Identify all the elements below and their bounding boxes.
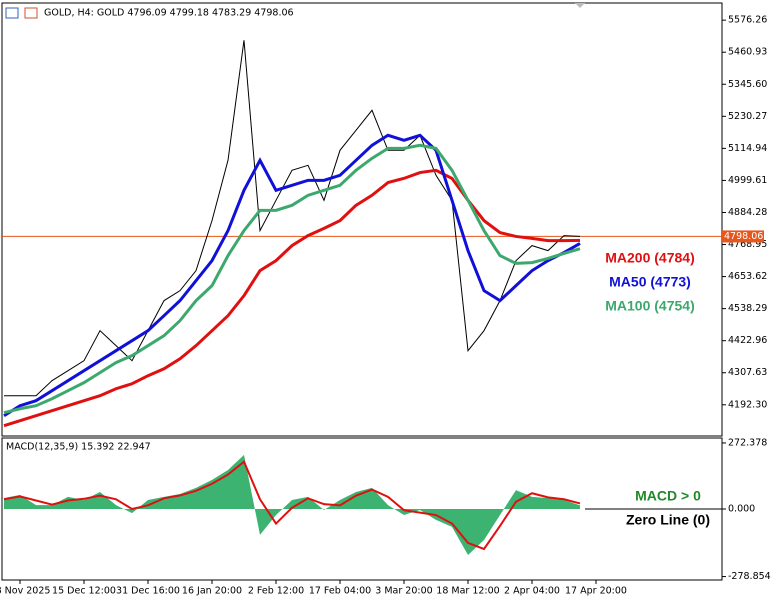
y-tick-label: 272.378 — [728, 437, 767, 448]
x-tick-label: 17 Apr 20:00 — [565, 586, 627, 597]
x-tick-label: 31 Dec 16:00 — [116, 586, 180, 597]
chart-title: GOLD, H4: GOLD 4796.09 4799.18 4783.29 4… — [44, 8, 294, 19]
x-tick-label: 15 Dec 12:00 — [52, 586, 116, 597]
series-line — [3, 168, 581, 428]
signal-line — [3, 460, 581, 551]
y-tick-label: 4884.28 — [728, 207, 767, 218]
x-tick-label: 16 Jan 20:00 — [182, 586, 242, 597]
x-tick-label: 17 Feb 04:00 — [309, 586, 371, 597]
y-tick-label: 4307.63 — [728, 367, 767, 378]
y-tick-label: 4192.30 — [728, 399, 767, 410]
last-price-label: 4798.06 — [724, 231, 763, 242]
price-panel — [1, 2, 723, 437]
y-tick-label: 5230.27 — [728, 111, 767, 122]
x-tick-label: 28 Nov 2025 — [0, 586, 50, 597]
x-tick-label: 2 Apr 04:00 — [504, 586, 560, 597]
icon[interactable] — [5, 7, 19, 19]
y-tick-label: 0.000 — [728, 503, 755, 514]
series-label: MA100 (4754) — [605, 298, 695, 314]
series-label: MA50 (4773) — [609, 274, 691, 290]
annotation: MACD > 0 — [635, 488, 701, 504]
series-line — [3, 143, 581, 415]
y-tick-label: 5460.93 — [728, 47, 767, 58]
y-tick-label: 4999.61 — [728, 175, 767, 186]
macd-area — [4, 454, 580, 556]
icon[interactable] — [24, 7, 38, 19]
x-tick-label: 18 Mar 12:00 — [436, 586, 499, 597]
scroll-marker — [575, 3, 585, 8]
x-tick-label: 3 Mar 20:00 — [375, 586, 432, 597]
last-price-box — [722, 230, 764, 243]
y-tick-label: 4422.96 — [728, 335, 767, 346]
y-tick-label: 4538.29 — [728, 303, 767, 314]
macd-title: MACD(12,35,9) 15.392 22.947 — [6, 442, 151, 453]
y-tick-label: -278.854 — [728, 571, 771, 582]
y-tick-label: 4653.62 — [728, 271, 767, 282]
series-line — [4, 40, 581, 397]
y-tick-label: 5576.26 — [728, 15, 767, 26]
x-tick-label: 2 Feb 12:00 — [248, 586, 304, 597]
series-line — [3, 133, 581, 417]
y-tick-label: 4768.95 — [728, 239, 767, 250]
y-tick-label: 5345.60 — [728, 79, 767, 90]
series-label: MA200 (4784) — [605, 250, 695, 266]
y-tick-label: 5114.94 — [728, 143, 767, 154]
annotation: Zero Line (0) — [626, 512, 710, 528]
